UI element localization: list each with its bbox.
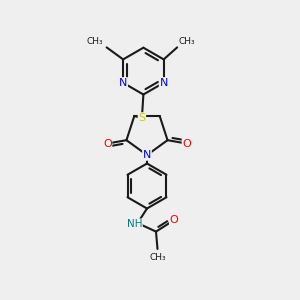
Text: N: N [160,78,168,88]
Text: O: O [182,139,191,148]
Text: O: O [169,214,178,225]
Text: N: N [119,78,127,88]
Text: O: O [103,139,112,148]
Text: CH₃: CH₃ [86,37,103,46]
Text: N: N [143,150,151,160]
Text: NH: NH [127,219,142,229]
Text: CH₃: CH₃ [149,253,166,262]
Text: CH₃: CH₃ [179,37,195,46]
Text: S: S [138,113,146,123]
